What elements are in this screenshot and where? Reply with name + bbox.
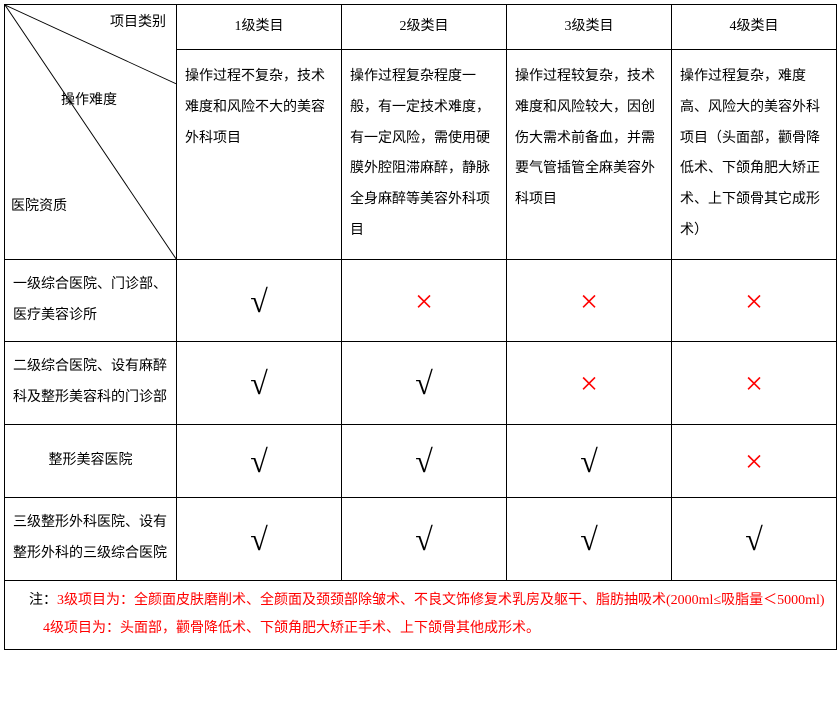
note-line1: 3级项目为：全颜面皮肤磨削术、全颜面及颈颈部除皱术、不良文饰修复术乳房及躯干、脂… (57, 593, 825, 608)
mark-2-1: √ (177, 342, 342, 425)
data-row-4: 三级整形外科医院、设有整形外科的三级综合医院 √ √ √ √ (5, 497, 837, 580)
mark-2-4: × (672, 342, 837, 425)
mark-1-3: × (507, 259, 672, 342)
mark-2-2: √ (342, 342, 507, 425)
data-row-1: 一级综合医院、门诊部、医疗美容诊所 √ × × × (5, 259, 837, 342)
mark-2-3: × (507, 342, 672, 425)
diag-label-bot: 医院资质 (11, 197, 67, 217)
mark-1-2: × (342, 259, 507, 342)
note-prefix: 注： (29, 593, 57, 608)
col-header-4: 4级类目 (672, 5, 837, 50)
row-header-4: 三级整形外科医院、设有整形外科的三级综合医院 (5, 497, 177, 580)
header-row-1: 项目类别 操作难度 医院资质 1级类目 2级类目 3级类目 4级类目 (5, 5, 837, 50)
note-cell: 注：3级项目为：全颜面皮肤磨削术、全颜面及颈颈部除皱术、不良文饰修复术乳房及躯干… (5, 580, 837, 649)
diag-label-top: 项目类别 (110, 13, 166, 33)
mark-3-3: √ (507, 424, 672, 497)
col-header-3: 3级类目 (507, 5, 672, 50)
row-header-3: 整形美容医院 (5, 424, 177, 497)
mark-4-3: √ (507, 497, 672, 580)
mark-1-1: √ (177, 259, 342, 342)
data-row-2: 二级综合医院、设有麻醉科及整形美容科的门诊部 √ √ × × (5, 342, 837, 425)
col-header-2: 2级类目 (342, 5, 507, 50)
data-row-3: 整形美容医院 √ √ √ × (5, 424, 837, 497)
mark-3-1: √ (177, 424, 342, 497)
row-header-2: 二级综合医院、设有麻醉科及整形美容科的门诊部 (5, 342, 177, 425)
diag-label-mid: 操作难度 (61, 91, 117, 111)
mark-4-2: √ (342, 497, 507, 580)
mark-1-4: × (672, 259, 837, 342)
desc-1: 操作过程不复杂，技术难度和风险不大的美容外科项目 (177, 50, 342, 260)
desc-4: 操作过程复杂，难度高、风险大的美容外科项目（头面部，颧骨降低术、下颌角肥大矫正术… (672, 50, 837, 260)
mark-4-1: √ (177, 497, 342, 580)
mark-4-4: √ (672, 497, 837, 580)
mark-3-2: √ (342, 424, 507, 497)
qualification-table: 项目类别 操作难度 医院资质 1级类目 2级类目 3级类目 4级类目 操作过程不… (4, 4, 837, 650)
mark-3-4: × (672, 424, 837, 497)
col-header-1: 1级类目 (177, 5, 342, 50)
desc-3: 操作过程较复杂，技术难度和风险较大，因创伤大需术前备血，并需要气管插管全麻美容外… (507, 50, 672, 260)
row-header-1: 一级综合医院、门诊部、医疗美容诊所 (5, 259, 177, 342)
diagonal-lines (5, 5, 176, 259)
desc-2: 操作过程复杂程度一般，有一定技术难度，有一定风险，需使用硬膜外腔阻滞麻醉，静脉全… (342, 50, 507, 260)
note-row: 注：3级项目为：全颜面皮肤磨削术、全颜面及颈颈部除皱术、不良文饰修复术乳房及躯干… (5, 580, 837, 649)
note-line2: 4级项目为：头面部，颧骨降低术、下颌角肥大矫正手术、上下颌骨其他成形术。 (43, 621, 540, 636)
diagonal-header-cell: 项目类别 操作难度 医院资质 (5, 5, 177, 260)
